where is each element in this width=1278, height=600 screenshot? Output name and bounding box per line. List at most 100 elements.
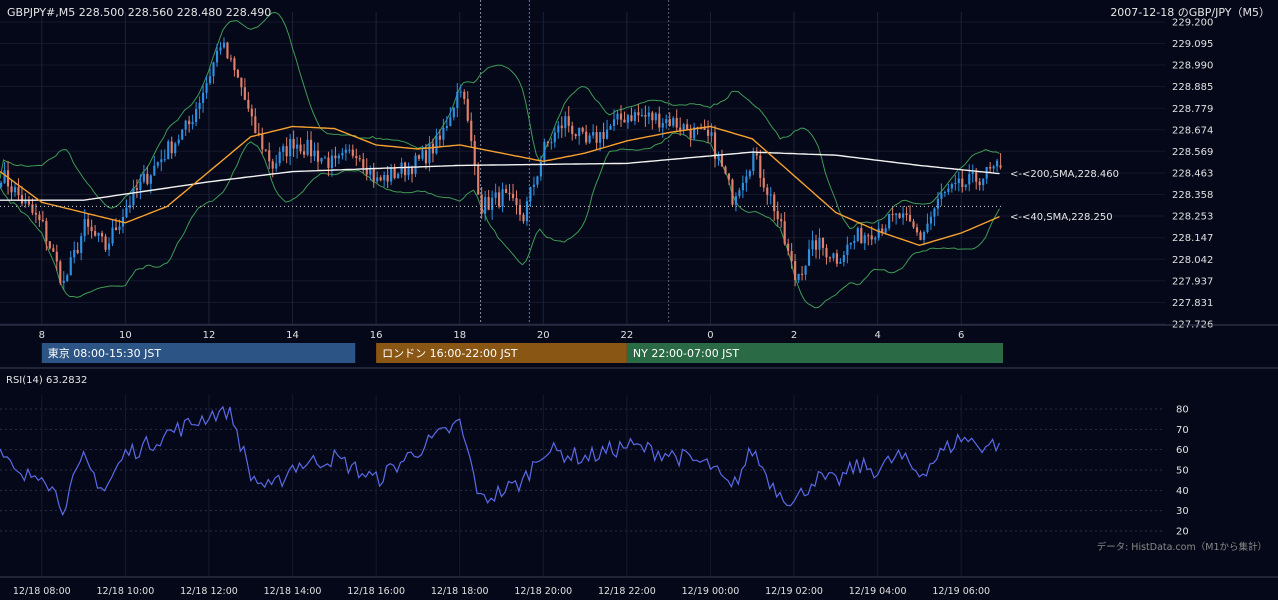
candle-body bbox=[473, 140, 476, 166]
candle-body bbox=[264, 149, 267, 151]
candle-body bbox=[895, 213, 898, 215]
candle-body bbox=[181, 129, 184, 140]
time-tick-label: 12/18 16:00 bbox=[347, 586, 405, 597]
price-tick-label: 228.569 bbox=[1172, 147, 1213, 158]
candle-body bbox=[720, 154, 724, 167]
candle-body bbox=[379, 177, 382, 181]
candle-body bbox=[504, 189, 508, 193]
candle-body bbox=[466, 98, 469, 121]
price-tick-label: 228.147 bbox=[1172, 233, 1213, 244]
candle-body bbox=[498, 192, 501, 207]
candle-body bbox=[801, 273, 804, 275]
candle-body bbox=[999, 165, 1002, 168]
candle-body bbox=[442, 127, 445, 140]
rsi-tick-label: 20 bbox=[1176, 527, 1189, 538]
candle-body bbox=[494, 192, 497, 198]
candle-body bbox=[703, 128, 706, 130]
candle-body bbox=[306, 139, 309, 155]
candle-body bbox=[619, 113, 623, 120]
candle-body bbox=[794, 261, 797, 281]
candle-body bbox=[268, 150, 271, 162]
candle-body bbox=[59, 261, 62, 283]
session-bar bbox=[376, 343, 627, 363]
candle-body bbox=[177, 139, 180, 144]
candle-body bbox=[623, 119, 626, 123]
candle-body bbox=[975, 172, 978, 182]
hour-tick-label: 18 bbox=[453, 330, 466, 341]
candle-body bbox=[69, 257, 72, 276]
candle-body bbox=[821, 237, 825, 248]
candle-body bbox=[612, 119, 616, 126]
price-tick-label: 228.990 bbox=[1172, 61, 1213, 72]
candle-body bbox=[616, 113, 619, 120]
candle-body bbox=[83, 219, 86, 237]
candle-body bbox=[842, 254, 845, 262]
candle-body bbox=[501, 189, 504, 207]
candle-body bbox=[48, 241, 51, 249]
candle-body bbox=[431, 143, 435, 154]
candle-body bbox=[595, 132, 598, 143]
candle-body bbox=[153, 165, 156, 176]
candle-body bbox=[491, 197, 494, 210]
candle-body bbox=[908, 214, 912, 222]
candle-body bbox=[515, 198, 518, 205]
candle-body bbox=[191, 122, 194, 125]
candle-body bbox=[849, 242, 852, 245]
candle-body bbox=[511, 193, 515, 199]
candle-body bbox=[543, 141, 546, 163]
candle-body bbox=[560, 125, 563, 129]
price-tick-label: 229.095 bbox=[1172, 39, 1213, 50]
candle-body bbox=[355, 155, 358, 159]
candle-body bbox=[13, 187, 17, 193]
session-label: 東京 08:00-15:30 JST bbox=[48, 346, 162, 360]
rsi-tick-label: 80 bbox=[1176, 405, 1189, 416]
candle-body bbox=[755, 153, 758, 156]
candle-body bbox=[463, 91, 466, 99]
candle-body bbox=[198, 102, 201, 110]
candle-body bbox=[564, 116, 567, 129]
candle-body bbox=[647, 112, 650, 117]
candle-body bbox=[766, 187, 769, 195]
candle-body bbox=[257, 133, 260, 135]
candle-body bbox=[905, 213, 908, 215]
candle-body bbox=[104, 236, 107, 250]
candle-body bbox=[525, 201, 529, 222]
candle-body bbox=[672, 117, 675, 126]
candle-body bbox=[316, 150, 320, 162]
candle-body bbox=[706, 129, 710, 136]
candle-body bbox=[174, 143, 177, 154]
candle-body bbox=[679, 127, 682, 131]
session-label: ロンドン 16:00-22:00 JST bbox=[382, 347, 518, 360]
candle-body bbox=[936, 198, 939, 209]
candle-body bbox=[323, 157, 327, 159]
rsi-tick-label: 70 bbox=[1176, 425, 1189, 436]
candle-body bbox=[417, 155, 421, 159]
candle-body bbox=[73, 249, 76, 258]
candle-body bbox=[787, 243, 790, 251]
candlestick-series bbox=[0, 37, 1002, 291]
sma40-line bbox=[0, 125, 1000, 247]
candle-body bbox=[285, 146, 288, 157]
candle-body bbox=[626, 115, 630, 123]
price-tick-label: 228.779 bbox=[1172, 104, 1213, 115]
candle-body bbox=[790, 250, 793, 262]
candle-body bbox=[477, 165, 480, 195]
candle-body bbox=[783, 221, 786, 244]
candle-body bbox=[289, 139, 292, 157]
candle-body bbox=[275, 163, 278, 169]
candle-body bbox=[644, 115, 647, 117]
candle-body bbox=[55, 251, 58, 262]
rsi-line bbox=[0, 405, 1001, 517]
candle-body bbox=[752, 153, 755, 172]
candle-body bbox=[609, 125, 612, 130]
candle-body bbox=[532, 184, 536, 188]
session-bar bbox=[626, 343, 1003, 363]
price-tick-label: 228.042 bbox=[1172, 255, 1213, 266]
candle-body bbox=[605, 129, 609, 139]
data-source-credit: データ: HistData.com（M1から集計） bbox=[1097, 541, 1267, 553]
candle-body bbox=[804, 265, 807, 275]
hour-tick-label: 22 bbox=[621, 330, 634, 341]
candle-body bbox=[982, 178, 985, 186]
candle-body bbox=[135, 188, 138, 190]
rsi-tick-label: 60 bbox=[1176, 445, 1189, 456]
